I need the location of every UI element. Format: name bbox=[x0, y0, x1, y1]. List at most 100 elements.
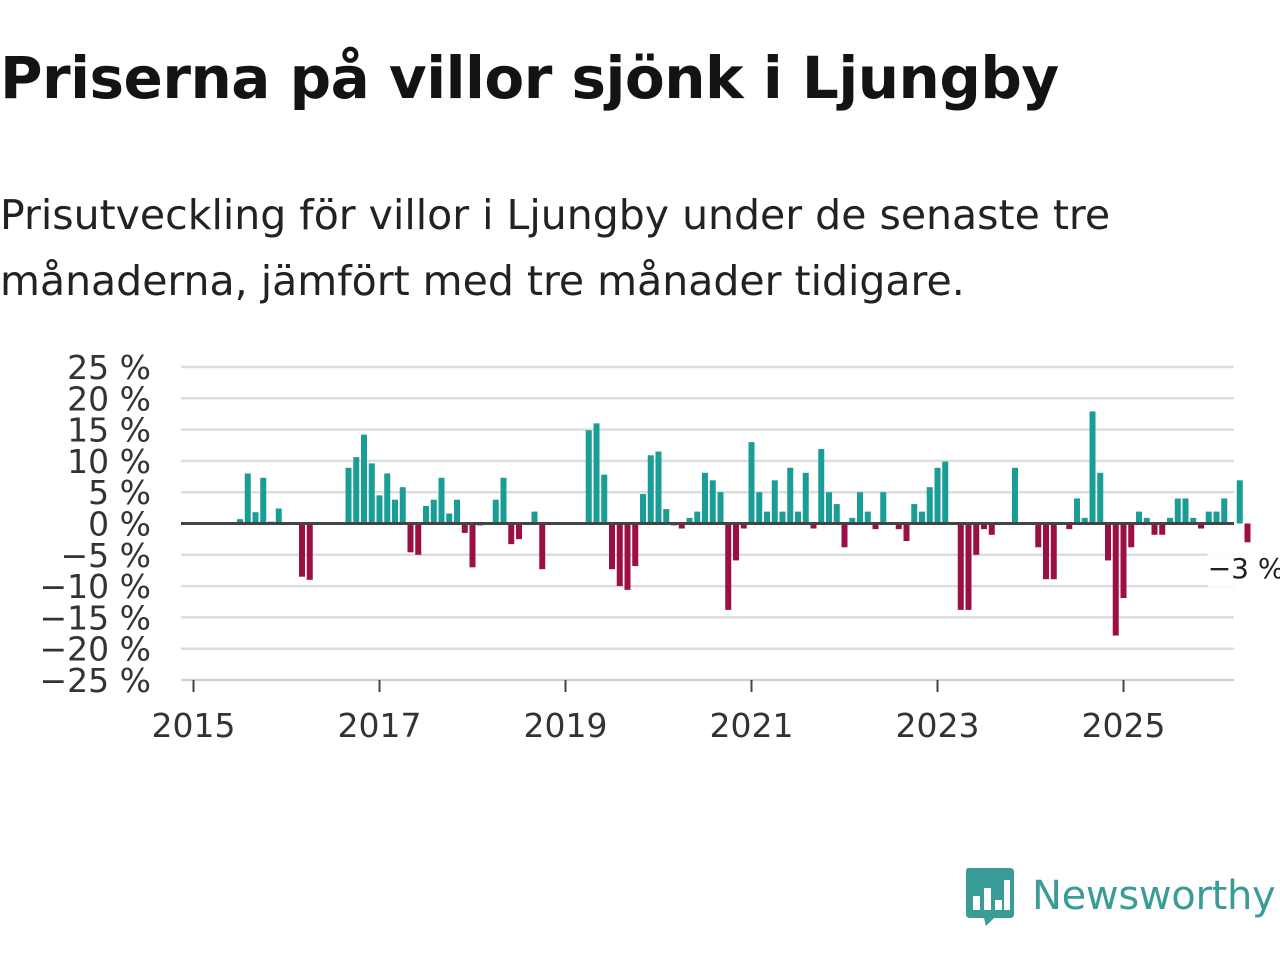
bar bbox=[345, 467, 352, 524]
bar bbox=[833, 504, 840, 524]
bar bbox=[446, 513, 453, 524]
bar bbox=[361, 434, 367, 524]
bar bbox=[1136, 511, 1142, 524]
bar bbox=[988, 523, 995, 535]
bar bbox=[260, 477, 267, 524]
bar bbox=[376, 495, 383, 524]
bar bbox=[415, 523, 422, 555]
bar bbox=[516, 523, 522, 540]
y-tick-label: −25 % bbox=[40, 661, 152, 700]
bar-chart: 25 %20 %15 %10 %5 %0 %−5 %−10 %−15 %−20 … bbox=[40, 348, 1280, 740]
y-tick-label: 10 % bbox=[67, 442, 151, 481]
bar bbox=[663, 509, 670, 524]
bar bbox=[616, 523, 623, 587]
bar bbox=[1081, 517, 1088, 524]
bar bbox=[748, 442, 755, 524]
chart-subtitle: Prisutveckling för villor i Ljungby unde… bbox=[0, 191, 1111, 305]
bar bbox=[973, 523, 980, 555]
bar bbox=[826, 492, 832, 524]
y-tick-label: 15 % bbox=[67, 411, 151, 450]
bar bbox=[733, 523, 739, 561]
end-label-background bbox=[1207, 547, 1280, 587]
bar bbox=[237, 519, 243, 524]
bar bbox=[1089, 411, 1096, 524]
bar bbox=[686, 517, 693, 524]
y-tick-label: −5 % bbox=[61, 536, 152, 575]
bar bbox=[849, 517, 856, 524]
x-tick-label: 2021 bbox=[710, 706, 794, 740]
bar bbox=[585, 430, 592, 524]
bar bbox=[1174, 498, 1181, 524]
y-tick-label: 20 % bbox=[67, 379, 151, 418]
bar bbox=[678, 523, 685, 529]
bar bbox=[725, 523, 732, 610]
newsworthy-logo: Newsworthy bbox=[964, 866, 1276, 926]
x-tick-label: 2017 bbox=[338, 706, 422, 740]
bar bbox=[461, 523, 468, 533]
bar bbox=[810, 523, 817, 529]
bar bbox=[779, 511, 786, 524]
bar bbox=[655, 451, 662, 524]
bar bbox=[864, 511, 871, 524]
bar bbox=[926, 487, 933, 524]
y-tick-label: −20 % bbox=[40, 630, 152, 669]
bar bbox=[392, 499, 398, 524]
bar bbox=[911, 504, 918, 524]
bar bbox=[841, 523, 848, 548]
bar bbox=[756, 492, 763, 524]
bar bbox=[508, 523, 515, 545]
bar bbox=[1035, 523, 1042, 548]
chart-title: Priserna på villor sjönk i Ljungby bbox=[0, 44, 1059, 112]
x-tick-label: 2023 bbox=[896, 706, 980, 740]
bar bbox=[942, 461, 949, 524]
x-tick-label: 2015 bbox=[152, 706, 236, 740]
bar bbox=[787, 467, 794, 524]
y-tick-label: 5 % bbox=[88, 473, 151, 512]
bar bbox=[1221, 498, 1228, 524]
end-value-label: −3 % bbox=[1208, 552, 1280, 585]
bar bbox=[880, 492, 887, 524]
bar bbox=[632, 523, 639, 567]
newsworthy-logo-icon bbox=[966, 868, 1014, 926]
bar bbox=[1205, 511, 1212, 524]
end-label-group: −3 % bbox=[1207, 547, 1280, 587]
bar bbox=[802, 472, 809, 524]
bar bbox=[647, 455, 654, 524]
bar bbox=[640, 494, 646, 524]
bar bbox=[384, 473, 391, 524]
bar bbox=[624, 523, 631, 590]
bar bbox=[771, 480, 778, 524]
bar bbox=[423, 505, 429, 524]
bar bbox=[709, 480, 716, 524]
bar bbox=[407, 523, 414, 553]
bar bbox=[469, 523, 476, 568]
x-axis: 2015 2017 2019 2021 2023 2025 bbox=[152, 679, 1234, 740]
bar bbox=[934, 467, 941, 524]
bar bbox=[857, 492, 863, 524]
bar bbox=[1198, 523, 1204, 529]
bar bbox=[430, 499, 437, 524]
bars bbox=[237, 411, 1251, 636]
bar bbox=[1159, 523, 1166, 535]
bar bbox=[275, 508, 282, 524]
y-tick-label: −10 % bbox=[40, 567, 152, 606]
y-tick-label: 25 % bbox=[67, 348, 151, 387]
bar bbox=[539, 523, 546, 570]
bar bbox=[593, 423, 600, 524]
bar bbox=[368, 463, 375, 524]
bar bbox=[299, 523, 305, 577]
bar bbox=[1151, 523, 1158, 535]
bar bbox=[965, 523, 972, 610]
y-axis-labels: 25 %20 %15 %10 %5 %0 %−5 %−10 %−15 %−20 … bbox=[40, 348, 152, 700]
x-tick-label: 2019 bbox=[524, 706, 608, 740]
bar bbox=[895, 523, 902, 530]
bar bbox=[252, 512, 259, 524]
bar bbox=[1074, 498, 1080, 524]
bar bbox=[1050, 523, 1057, 580]
bar bbox=[1128, 523, 1135, 548]
bar bbox=[1182, 498, 1189, 524]
y-tick-label: 0 % bbox=[88, 505, 151, 544]
x-tick-label: 2025 bbox=[1082, 706, 1166, 740]
bar bbox=[531, 511, 538, 524]
bar bbox=[1112, 523, 1119, 636]
